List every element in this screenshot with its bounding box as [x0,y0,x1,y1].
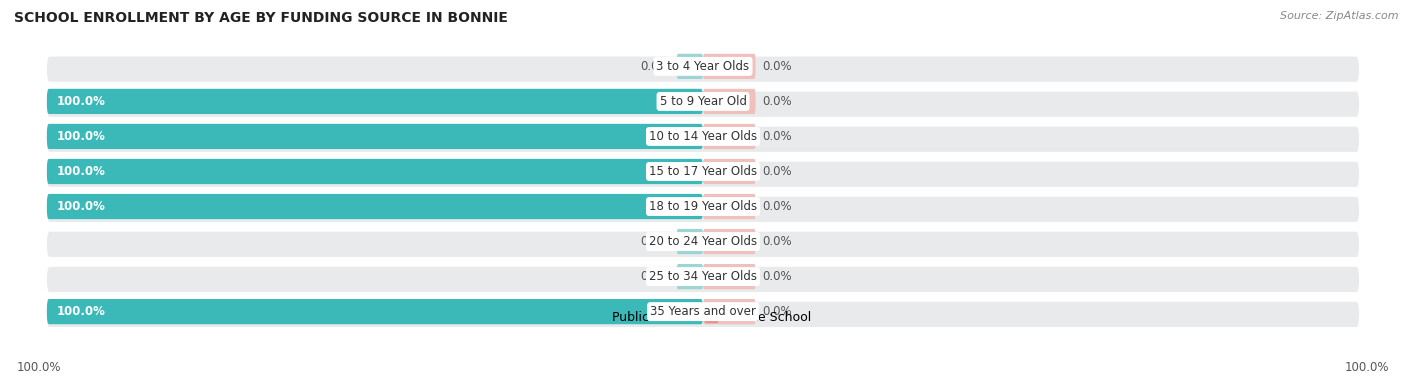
FancyBboxPatch shape [703,124,755,149]
Text: 0.0%: 0.0% [762,130,792,143]
FancyBboxPatch shape [46,89,703,114]
Text: 15 to 17 Year Olds: 15 to 17 Year Olds [650,165,756,178]
FancyBboxPatch shape [703,54,755,79]
Text: 100.0%: 100.0% [17,361,62,374]
Text: 3 to 4 Year Olds: 3 to 4 Year Olds [657,60,749,73]
FancyBboxPatch shape [703,264,755,289]
Text: SCHOOL ENROLLMENT BY AGE BY FUNDING SOURCE IN BONNIE: SCHOOL ENROLLMENT BY AGE BY FUNDING SOUR… [14,11,508,25]
FancyBboxPatch shape [46,197,1360,222]
Text: 0.0%: 0.0% [641,235,671,248]
Text: 100.0%: 100.0% [56,165,105,178]
Text: 0.0%: 0.0% [762,235,792,248]
FancyBboxPatch shape [46,302,1360,327]
Text: 10 to 14 Year Olds: 10 to 14 Year Olds [650,130,756,143]
Text: Source: ZipAtlas.com: Source: ZipAtlas.com [1281,11,1399,21]
Text: 5 to 9 Year Old: 5 to 9 Year Old [659,95,747,108]
FancyBboxPatch shape [46,299,703,324]
FancyBboxPatch shape [676,229,703,254]
Text: 100.0%: 100.0% [56,130,105,143]
Text: 0.0%: 0.0% [641,60,671,73]
Text: 18 to 19 Year Olds: 18 to 19 Year Olds [650,200,756,213]
FancyBboxPatch shape [46,232,1360,257]
Text: 20 to 24 Year Olds: 20 to 24 Year Olds [650,235,756,248]
Text: 0.0%: 0.0% [641,270,671,283]
FancyBboxPatch shape [46,91,1360,117]
Text: 0.0%: 0.0% [762,305,792,318]
Legend: Public School, Private School: Public School, Private School [589,306,817,329]
Text: 25 to 34 Year Olds: 25 to 34 Year Olds [650,270,756,283]
FancyBboxPatch shape [46,194,703,219]
Text: 0.0%: 0.0% [762,60,792,73]
FancyBboxPatch shape [676,54,703,79]
FancyBboxPatch shape [46,124,703,149]
Text: 35 Years and over: 35 Years and over [650,305,756,318]
Text: 0.0%: 0.0% [762,95,792,108]
FancyBboxPatch shape [46,162,1360,187]
Text: 0.0%: 0.0% [762,165,792,178]
FancyBboxPatch shape [676,264,703,289]
Text: 0.0%: 0.0% [762,270,792,283]
Text: 100.0%: 100.0% [56,200,105,213]
FancyBboxPatch shape [46,159,703,184]
Text: 0.0%: 0.0% [762,200,792,213]
FancyBboxPatch shape [46,127,1360,152]
Text: 100.0%: 100.0% [56,95,105,108]
Text: 100.0%: 100.0% [1344,361,1389,374]
FancyBboxPatch shape [46,267,1360,292]
FancyBboxPatch shape [703,194,755,219]
FancyBboxPatch shape [46,57,1360,82]
FancyBboxPatch shape [703,89,755,114]
Text: 100.0%: 100.0% [56,305,105,318]
FancyBboxPatch shape [703,299,755,324]
FancyBboxPatch shape [703,229,755,254]
FancyBboxPatch shape [703,159,755,184]
